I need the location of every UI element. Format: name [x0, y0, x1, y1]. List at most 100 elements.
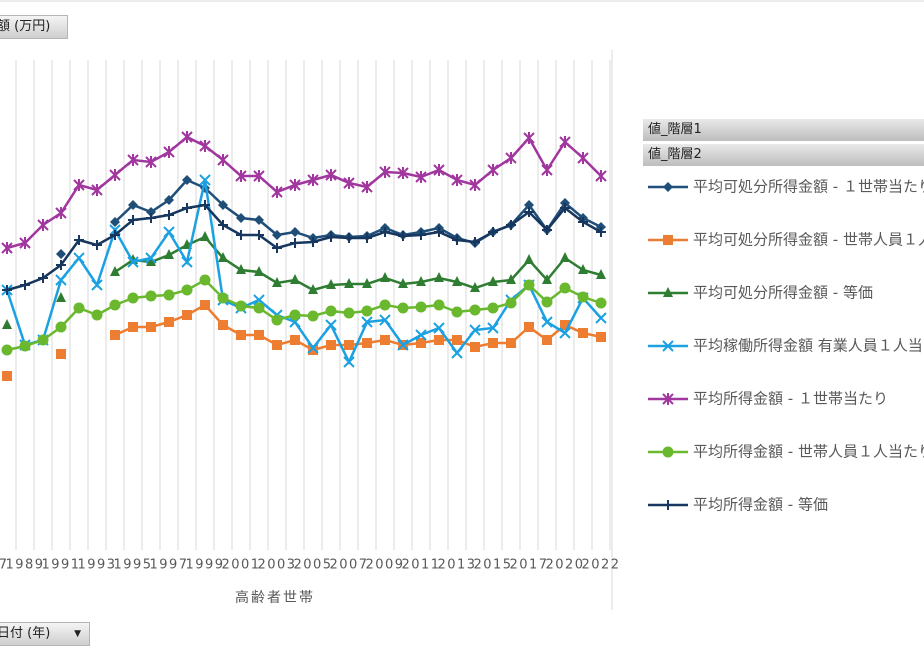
- marker: [127, 292, 139, 304]
- marker: [253, 170, 265, 182]
- marker: [2, 319, 12, 329]
- marker: [308, 284, 318, 294]
- marker: [37, 219, 49, 231]
- marker: [433, 164, 445, 176]
- marker: [595, 297, 607, 309]
- legend-entry: 平均稼働所得金額 有業人員１人当たり平均稼働所得金額 -: [648, 337, 924, 355]
- marker: [128, 322, 138, 332]
- marker: [506, 338, 516, 348]
- marker: [164, 249, 174, 259]
- marker: [451, 174, 463, 186]
- x-tick-label: 2015: [473, 558, 512, 573]
- legend-header: 値_階層2: [643, 144, 924, 166]
- marker: [236, 213, 246, 223]
- marker: [325, 305, 337, 317]
- marker: [146, 213, 156, 223]
- series-line: [6, 135, 602, 250]
- marker: [181, 131, 193, 143]
- x-tick-label: 2013: [437, 558, 476, 573]
- marker: [20, 280, 30, 290]
- x-tick-label: 1989: [5, 558, 44, 573]
- x-tick-label: 1997: [149, 558, 188, 573]
- marker: [488, 276, 498, 286]
- x-tick-label: 2005: [293, 558, 332, 573]
- marker: [379, 299, 391, 311]
- marker: [663, 235, 673, 245]
- marker: [662, 446, 674, 458]
- marker: [415, 301, 427, 313]
- marker: [163, 226, 175, 238]
- marker: [218, 200, 228, 210]
- marker: [470, 237, 480, 247]
- series: [2, 231, 606, 329]
- marker: [506, 274, 516, 284]
- marker: [434, 227, 444, 237]
- marker: [452, 235, 462, 245]
- marker: [523, 132, 535, 144]
- marker: [289, 309, 301, 321]
- dropdown-arrow[interactable]: ▼: [74, 629, 81, 639]
- marker: [524, 254, 534, 264]
- value-field-button[interactable]: 額 (万円): [0, 15, 68, 39]
- x-tick-label: 2017: [509, 558, 548, 573]
- marker: [19, 237, 31, 249]
- marker: [56, 260, 66, 270]
- marker: [380, 335, 390, 345]
- marker: [344, 278, 354, 288]
- marker: [56, 292, 66, 302]
- marker: [397, 302, 409, 314]
- marker: [91, 184, 103, 196]
- marker: [199, 174, 211, 186]
- legend-entry: 平均所得金額 - １世帯当たり: [648, 390, 888, 408]
- marker: [398, 231, 408, 241]
- marker: [541, 316, 553, 328]
- marker: [181, 284, 193, 296]
- marker: [236, 264, 246, 274]
- marker: [199, 274, 211, 286]
- marker: [559, 136, 571, 148]
- marker: [663, 182, 673, 192]
- marker: [559, 282, 571, 294]
- marker: [164, 317, 174, 327]
- legend-entry: 平均可処分所得金額 - 等価: [648, 284, 873, 302]
- marker: [254, 330, 264, 340]
- marker: [505, 297, 517, 309]
- marker: [488, 338, 498, 348]
- marker: [379, 314, 391, 326]
- marker: [416, 276, 426, 286]
- marker: [110, 230, 120, 240]
- marker: [397, 339, 409, 351]
- marker: [91, 309, 103, 321]
- marker: [145, 252, 157, 264]
- x-tick-label: 2009: [365, 558, 404, 573]
- marker: [253, 302, 265, 314]
- marker: [56, 349, 66, 359]
- marker: [182, 175, 192, 185]
- marker: [181, 256, 193, 268]
- marker: [523, 279, 535, 291]
- marker: [200, 300, 210, 310]
- marker: [146, 322, 156, 332]
- marker: [199, 140, 211, 152]
- x-tick-label: 2001: [221, 558, 260, 573]
- marker: [380, 227, 390, 237]
- marker: [542, 225, 552, 235]
- marker: [542, 274, 552, 284]
- marker: [127, 154, 139, 166]
- marker: [290, 335, 300, 345]
- marker: [433, 299, 445, 311]
- axis-field-button[interactable]: 日付 (年) ▼: [0, 622, 90, 646]
- marker: [488, 227, 498, 237]
- marker: [524, 322, 534, 332]
- series-line: [6, 203, 602, 292]
- marker: [344, 340, 354, 350]
- marker: [663, 500, 673, 510]
- legend-entry: 平均可処分所得金額 - １世帯当たり: [648, 178, 924, 196]
- marker: [379, 166, 391, 178]
- marker: [541, 296, 553, 308]
- marker: [254, 215, 264, 225]
- marker: [55, 207, 67, 219]
- marker: [110, 330, 120, 340]
